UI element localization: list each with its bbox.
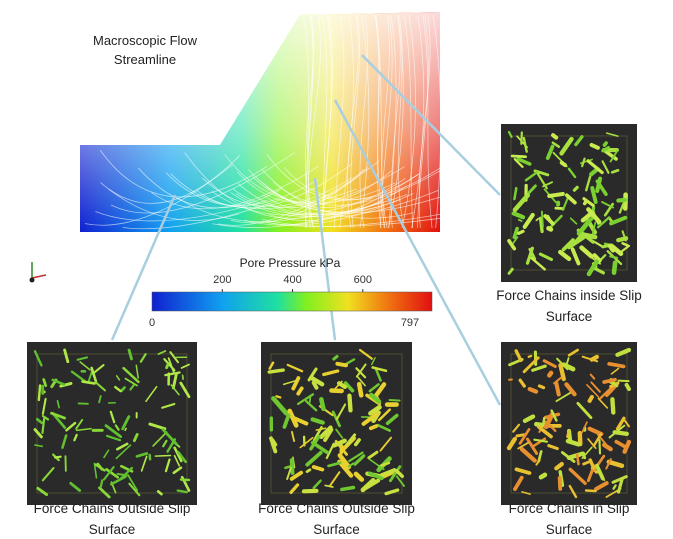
force-chain <box>562 163 565 165</box>
force-chain <box>549 228 551 229</box>
force-chain <box>359 384 361 395</box>
panel-caption: Force Chains inside Slip <box>496 288 642 303</box>
force-chain <box>541 475 545 477</box>
force-chain <box>321 399 323 409</box>
force-chain <box>334 356 337 359</box>
force-chain <box>612 399 613 412</box>
force-chain <box>39 385 40 400</box>
force-chain <box>276 396 280 397</box>
force-chain <box>556 208 564 209</box>
force-chain <box>314 383 317 388</box>
force-chain <box>574 187 577 190</box>
force-chain <box>585 202 586 204</box>
panel-caption: Force Chains in Slip <box>509 501 630 516</box>
force-chain-panel <box>501 124 637 282</box>
force-chain <box>610 256 617 257</box>
colorbar-title: Pore Pressure kPa <box>240 256 341 270</box>
colorbar-tick-label: 600 <box>354 274 372 286</box>
force-chain <box>125 428 126 430</box>
force-chain <box>604 143 606 145</box>
force-chain <box>512 156 525 157</box>
panel-caption: Surface <box>546 309 593 324</box>
force-chain <box>599 440 600 453</box>
force-chain <box>44 380 46 386</box>
colorbar-tick-label: 200 <box>213 274 231 286</box>
force-chain <box>568 432 569 437</box>
colorbar-max: 797 <box>401 317 419 329</box>
force-chain-panel <box>261 342 412 505</box>
force-chain <box>519 231 523 233</box>
axis-x <box>32 275 46 278</box>
force-chain <box>556 383 558 394</box>
force-chain-panel <box>27 342 197 505</box>
force-chain <box>342 488 354 490</box>
panel-caption: Force Chains Outside Slip <box>34 501 191 516</box>
force-chain <box>55 457 61 458</box>
force-chain <box>604 380 615 382</box>
figure: Macroscopic Flow Streamline Pore Pressur… <box>0 0 673 539</box>
force-chain <box>273 440 276 444</box>
force-chain <box>612 170 618 172</box>
force-chain <box>307 470 310 472</box>
force-chain <box>101 480 102 487</box>
force-chain <box>155 455 170 456</box>
force-chain <box>584 462 589 464</box>
force-chain <box>590 397 592 401</box>
flow-title: Streamline <box>114 52 176 67</box>
force-chain <box>167 365 168 368</box>
force-chain <box>314 467 323 470</box>
force-chain <box>304 491 317 492</box>
colorbar-tick-label: 400 <box>283 274 301 286</box>
force-chain <box>542 212 543 227</box>
force-chain <box>337 364 346 365</box>
colorbar <box>152 292 432 311</box>
force-chain <box>592 145 598 148</box>
panel-caption: Surface <box>546 522 593 537</box>
force-chain <box>577 455 578 464</box>
force-chain <box>614 263 615 273</box>
force-chain <box>349 396 350 411</box>
panel-caption: Surface <box>89 522 136 537</box>
force-chain <box>519 220 522 221</box>
panel-caption: Surface <box>313 522 360 537</box>
axis-triad <box>30 262 47 283</box>
page: {"flow_title":["Macroscopic Flow","Strea… <box>0 0 673 539</box>
colorbar-min: 0 <box>149 317 155 329</box>
force-chain <box>553 135 556 137</box>
force-chain-panel <box>501 342 637 505</box>
force-chain <box>560 478 561 489</box>
force-chain <box>549 373 551 375</box>
force-chain <box>536 424 543 425</box>
axis-origin <box>30 278 35 283</box>
force-chain <box>371 426 376 428</box>
force-chain <box>178 491 187 493</box>
force-chain <box>539 386 543 388</box>
force-chain <box>609 364 623 367</box>
force-chain <box>592 357 597 360</box>
force-chain <box>549 194 563 196</box>
force-chain <box>615 432 627 434</box>
force-chain <box>627 385 629 389</box>
flow-title: Macroscopic Flow <box>93 33 198 48</box>
panel-caption: Force Chains Outside Slip <box>258 501 415 516</box>
force-chain <box>514 188 516 199</box>
force-chain <box>529 356 531 357</box>
force-chain <box>390 400 400 401</box>
force-chain <box>530 389 536 392</box>
force-chain <box>269 370 283 372</box>
force-chain <box>586 491 595 492</box>
force-chain <box>517 435 524 436</box>
force-chain <box>610 246 613 250</box>
force-chain <box>618 200 625 201</box>
